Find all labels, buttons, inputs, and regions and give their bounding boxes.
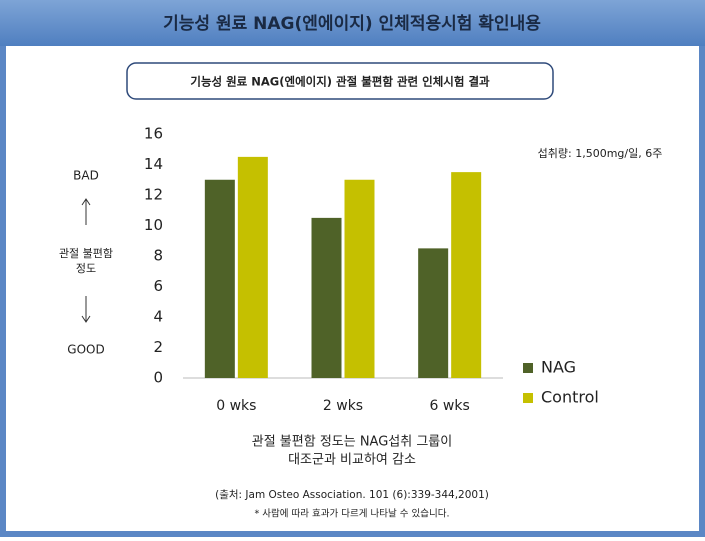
y-top-label: BAD xyxy=(73,169,99,183)
y-tick-label: 4 xyxy=(153,308,163,326)
bar xyxy=(204,179,235,378)
source: (출처: Jam Osteo Association. 101 (6):339-… xyxy=(215,489,489,501)
y-tick-label: 16 xyxy=(144,125,163,143)
legend-swatch xyxy=(523,363,533,373)
bar xyxy=(344,179,375,378)
arrow-up-head xyxy=(81,198,91,206)
header-title: 기능성 원료 NAG(엔에이지) 인체적용시험 확인내용 xyxy=(163,13,541,34)
y-tick-label: 8 xyxy=(153,247,163,265)
x-tick-label: 0 wks xyxy=(216,398,256,414)
y-tick-label: 6 xyxy=(153,277,163,295)
conclusion: 대조군과 비교하여 감소 xyxy=(288,453,416,468)
legend-label: Control xyxy=(541,388,599,407)
bar xyxy=(418,248,449,378)
bar xyxy=(451,172,482,378)
note: * 사람에 따라 효과가 다르게 나타날 수 있습니다. xyxy=(255,508,450,520)
y-tick-label: 0 xyxy=(153,369,163,387)
conclusion: 관절 불편함 정도는 NAG섭취 그룹이 xyxy=(252,435,452,450)
y-tick-label: 14 xyxy=(144,155,163,173)
legend-swatch xyxy=(523,393,533,403)
y-axis-label: 관절 불편함 xyxy=(59,247,113,260)
legend-label: NAG xyxy=(541,358,576,377)
x-tick-label: 2 wks xyxy=(323,398,363,414)
subtitle-box xyxy=(126,62,554,100)
header-band xyxy=(0,0,705,46)
chart-title: 기능성 원료 NAG(엔에이지) 관절 불편함 관련 인체시험 결과 xyxy=(190,75,490,89)
bar xyxy=(237,156,268,378)
y-tick-label: 10 xyxy=(144,216,163,234)
arrow-down-head xyxy=(81,315,91,323)
annotation: 섭취량: 1,500mg/일, 6주 xyxy=(538,146,663,160)
y-axis-label: 정도 xyxy=(76,262,96,275)
bar xyxy=(311,217,342,378)
y-bottom-label: GOOD xyxy=(67,343,104,357)
x-tick-label: 6 wks xyxy=(430,398,470,414)
y-tick-label: 2 xyxy=(153,338,163,356)
y-tick-label: 12 xyxy=(144,186,163,204)
